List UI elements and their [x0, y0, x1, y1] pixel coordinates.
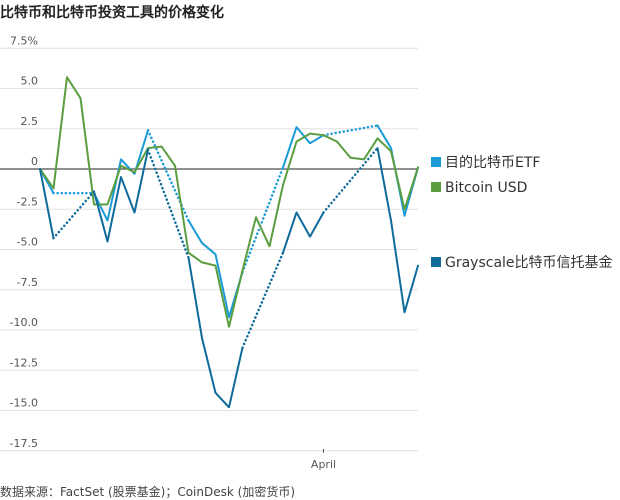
line-segment [282, 212, 298, 254]
line-segment [79, 98, 95, 205]
line-segment [39, 168, 55, 239]
line-segment [350, 156, 365, 161]
x-tick-label: April [311, 458, 336, 471]
y-tick-label: -2.5 [17, 195, 38, 208]
line-segment [403, 265, 419, 313]
data-point [417, 264, 419, 267]
line-segment [255, 216, 271, 247]
y-tick-label: -17.5 [10, 437, 38, 450]
y-tick-label: 7.5% [10, 34, 38, 47]
line-segment [363, 137, 379, 160]
y-tick-label: -5.0 [17, 236, 38, 249]
y-tick-label: -15.0 [10, 397, 38, 410]
chart-source: 数据来源：FactSet (股票基金)；CoinDesk (加密货币) [0, 485, 296, 499]
series-2 [39, 146, 419, 409]
y-tick-label: -12.5 [10, 356, 38, 369]
gap-connector [322, 124, 379, 137]
series-0 [39, 124, 419, 319]
line-segment [390, 220, 406, 313]
line-segment [160, 145, 176, 167]
line-segment [93, 191, 109, 242]
line-segment [376, 125, 392, 149]
line-segment [66, 76, 82, 99]
legend-label: Grayscale比特币信托基金 [445, 254, 613, 271]
legend-swatch [431, 182, 441, 192]
line-segment [295, 211, 311, 238]
line-segment [120, 164, 135, 174]
line-segment [282, 141, 298, 186]
line-segment [187, 257, 203, 339]
line-segment [214, 254, 230, 318]
y-tick-label: -10.0 [10, 316, 38, 329]
line-segment [403, 167, 419, 210]
line-segment [295, 126, 311, 144]
line-segment [390, 151, 406, 210]
gap-connector [241, 251, 285, 349]
line-segment [309, 132, 324, 137]
gap-connector [52, 190, 96, 240]
line-segment [268, 184, 284, 247]
line-segment [174, 165, 190, 253]
line-segment [309, 211, 325, 238]
line-segment [187, 251, 203, 264]
line-segment [228, 270, 244, 328]
line-segment [133, 149, 149, 213]
gap-connector [322, 146, 379, 214]
line-segment [201, 242, 217, 256]
line-segment [147, 145, 162, 150]
line-segment [295, 132, 311, 143]
y-tick-label: 5.0 [21, 75, 39, 88]
line-segment [120, 176, 136, 213]
line-segment [214, 392, 230, 408]
line-segment [39, 168, 55, 189]
line-segment [214, 265, 230, 327]
series-1 [39, 76, 419, 328]
line-segment [106, 176, 122, 242]
chart-title: 比特币和比特币投资工具的价格变化 [0, 5, 224, 21]
line-segment [241, 217, 257, 271]
line-segment [187, 220, 203, 244]
legend-swatch [431, 257, 441, 267]
line-segment [133, 147, 149, 173]
line-segment [376, 137, 392, 153]
y-tick-label: -7.5 [17, 276, 38, 289]
y-tick-label: 0 [31, 155, 38, 168]
line-segment [323, 134, 338, 143]
gap-connector [146, 129, 190, 222]
line-segment [106, 165, 122, 205]
gap-connector [241, 166, 285, 274]
legend-label: Bitcoin USD [445, 180, 527, 196]
line-segment [309, 134, 325, 145]
line-segment [336, 140, 352, 159]
line-segment [201, 261, 216, 267]
legend-swatch [431, 157, 441, 167]
line-segment [376, 147, 392, 221]
line-segment [228, 347, 244, 408]
line-segment [282, 126, 298, 168]
legend-label: 目的比特币ETF [445, 155, 540, 171]
line-segment [201, 337, 217, 394]
data-point [417, 166, 419, 169]
y-tick-label: 2.5 [21, 115, 39, 128]
line-segment [52, 77, 68, 189]
gap-connector [146, 148, 190, 259]
